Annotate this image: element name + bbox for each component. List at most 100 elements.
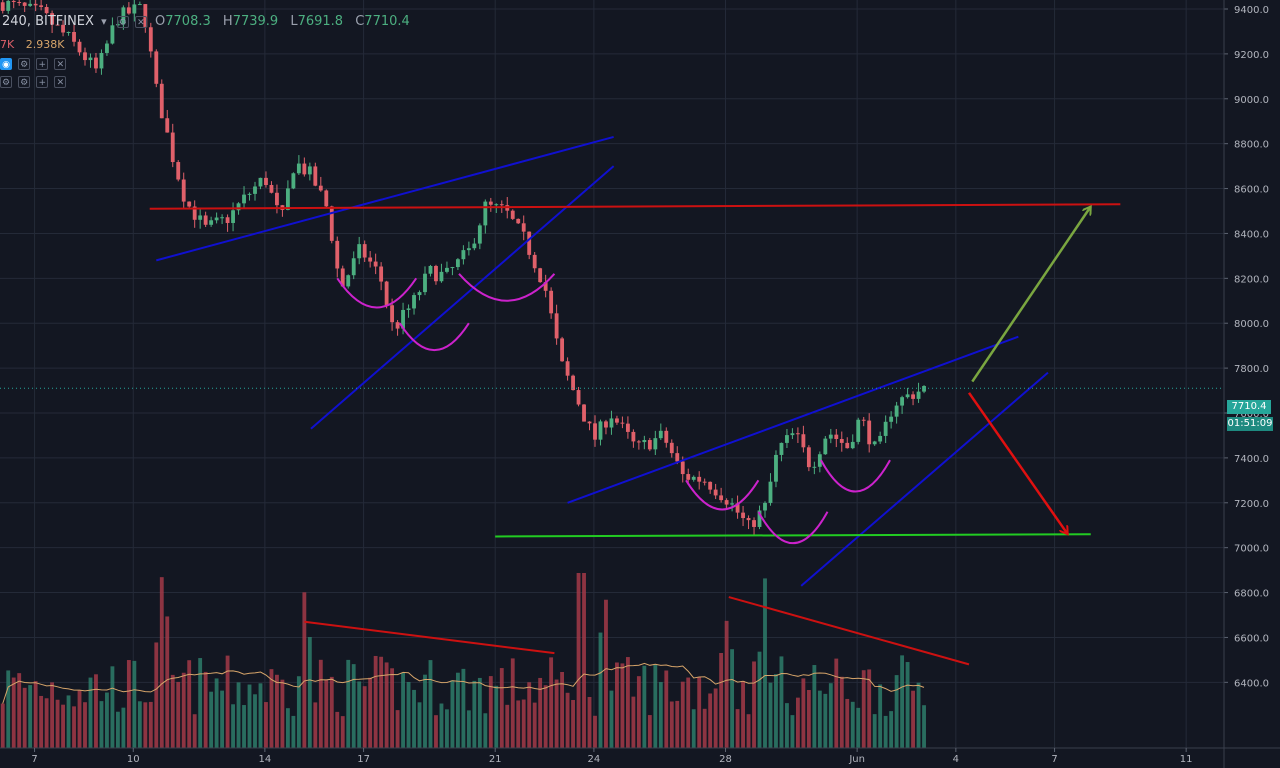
volume-bar (483, 713, 488, 748)
candle-up (121, 7, 126, 25)
candle-up (247, 193, 252, 195)
candle-up (779, 442, 784, 455)
volume-bar (384, 662, 389, 748)
volume-bar (488, 676, 493, 748)
candle-up (231, 210, 235, 224)
trend-line (156, 135, 614, 262)
volume-bar (801, 678, 806, 748)
candle-down (587, 421, 592, 424)
volume-bar (713, 688, 718, 748)
candle-down (94, 57, 98, 69)
volume-bar (916, 682, 921, 748)
chevron-down-icon[interactable]: ▾ (101, 15, 107, 28)
candle-down (17, 1, 22, 3)
close-icon[interactable]: ✕ (134, 16, 147, 28)
candle-up (242, 194, 246, 204)
volume-bar (850, 701, 855, 748)
close-icon[interactable]: ✕ (54, 58, 67, 70)
volume-bar (170, 674, 175, 748)
volume-bar (653, 664, 658, 748)
volume-bar (412, 689, 416, 748)
candle-down (806, 447, 811, 468)
volume-bar (631, 696, 636, 748)
add-icon[interactable]: + (36, 58, 49, 70)
candle-up (774, 454, 778, 482)
volume-bar (708, 693, 713, 748)
candle-down (39, 5, 44, 8)
volume-bar (774, 674, 778, 748)
eye-icon[interactable]: ◉ (0, 58, 12, 70)
candle-down (604, 421, 608, 428)
candle-up (115, 24, 120, 26)
volume-bar (867, 669, 872, 748)
candle-up (730, 503, 735, 505)
volume-ma-line (2, 662, 925, 704)
candles (0, 0, 926, 535)
y-tick-label: 7400.0 (1234, 454, 1269, 465)
symbol-label[interactable]: 240, BITFINEX (2, 14, 94, 29)
volume-value: 2.938K (25, 38, 65, 51)
volume-bar (636, 676, 641, 748)
y-tick-label: 9000.0 (1234, 95, 1269, 106)
volume-bar (806, 690, 811, 748)
candle-up (856, 419, 861, 442)
volume-bar (702, 708, 707, 748)
candle-up (214, 217, 219, 221)
candle-up (236, 203, 241, 211)
volume-bar (428, 660, 433, 748)
volume-bar (28, 685, 33, 748)
candle-down (390, 305, 395, 323)
settings-icon[interactable]: ⚙ (116, 16, 129, 28)
volume-bar (33, 681, 38, 748)
candle-up (351, 258, 356, 276)
volume-bar (307, 636, 312, 748)
y-tick-label: 8000.0 (1234, 319, 1269, 330)
candle-up (417, 292, 422, 296)
volume-bar (39, 695, 44, 748)
volume-bar (99, 701, 104, 748)
candle-up (609, 418, 614, 428)
volume-bar (105, 692, 109, 748)
y-tick-label: 8600.0 (1234, 185, 1269, 196)
close-icon[interactable]: ✕ (54, 76, 67, 88)
volume-bar (730, 649, 735, 748)
volume-bar (571, 699, 575, 748)
x-tick-label: 14 (259, 754, 272, 765)
volume-bar (609, 690, 614, 748)
volume-bar (203, 671, 208, 748)
trend-line (728, 596, 970, 666)
settings-icon[interactable]: ⚙ (0, 76, 12, 88)
x-tick-label: 28 (719, 754, 732, 765)
settings-icon[interactable]: ⚙ (18, 58, 31, 70)
candle-up (642, 440, 647, 443)
volume-bar (658, 682, 663, 748)
legend-row-3: ◉ ⚙ + ✕ (0, 56, 68, 71)
candle-up (461, 250, 466, 260)
settings-icon[interactable]: ⚙ (18, 76, 31, 88)
volume-bar (44, 698, 49, 748)
last-price-badge: 7710.4 (1227, 400, 1271, 414)
volume-bar (746, 714, 751, 748)
legend-row-4: ⚙ ⚙ + ✕ (0, 74, 68, 89)
candle-down (324, 190, 329, 207)
candle-up (105, 43, 109, 53)
candle-down (719, 495, 724, 501)
volume-bar (680, 681, 685, 748)
candle-down (664, 430, 669, 443)
y-tick-label: 6400.0 (1234, 678, 1269, 689)
candle-down (269, 184, 274, 193)
volume-bars (0, 573, 926, 748)
volume-bar (466, 710, 471, 748)
x-tick-label: 10 (127, 754, 140, 765)
candle-up (209, 220, 214, 225)
candle-down (159, 83, 164, 119)
volume-bar (785, 703, 789, 748)
candle-down (861, 419, 866, 421)
price-axis: 9400.0 9200.0 9000.0 8800.0 8600.0 8400.0 8200… (1223, 0, 1269, 768)
volume-bar (302, 592, 307, 748)
volume-bar (379, 656, 384, 748)
candle-down (560, 338, 565, 362)
add-icon[interactable]: + (36, 76, 49, 88)
